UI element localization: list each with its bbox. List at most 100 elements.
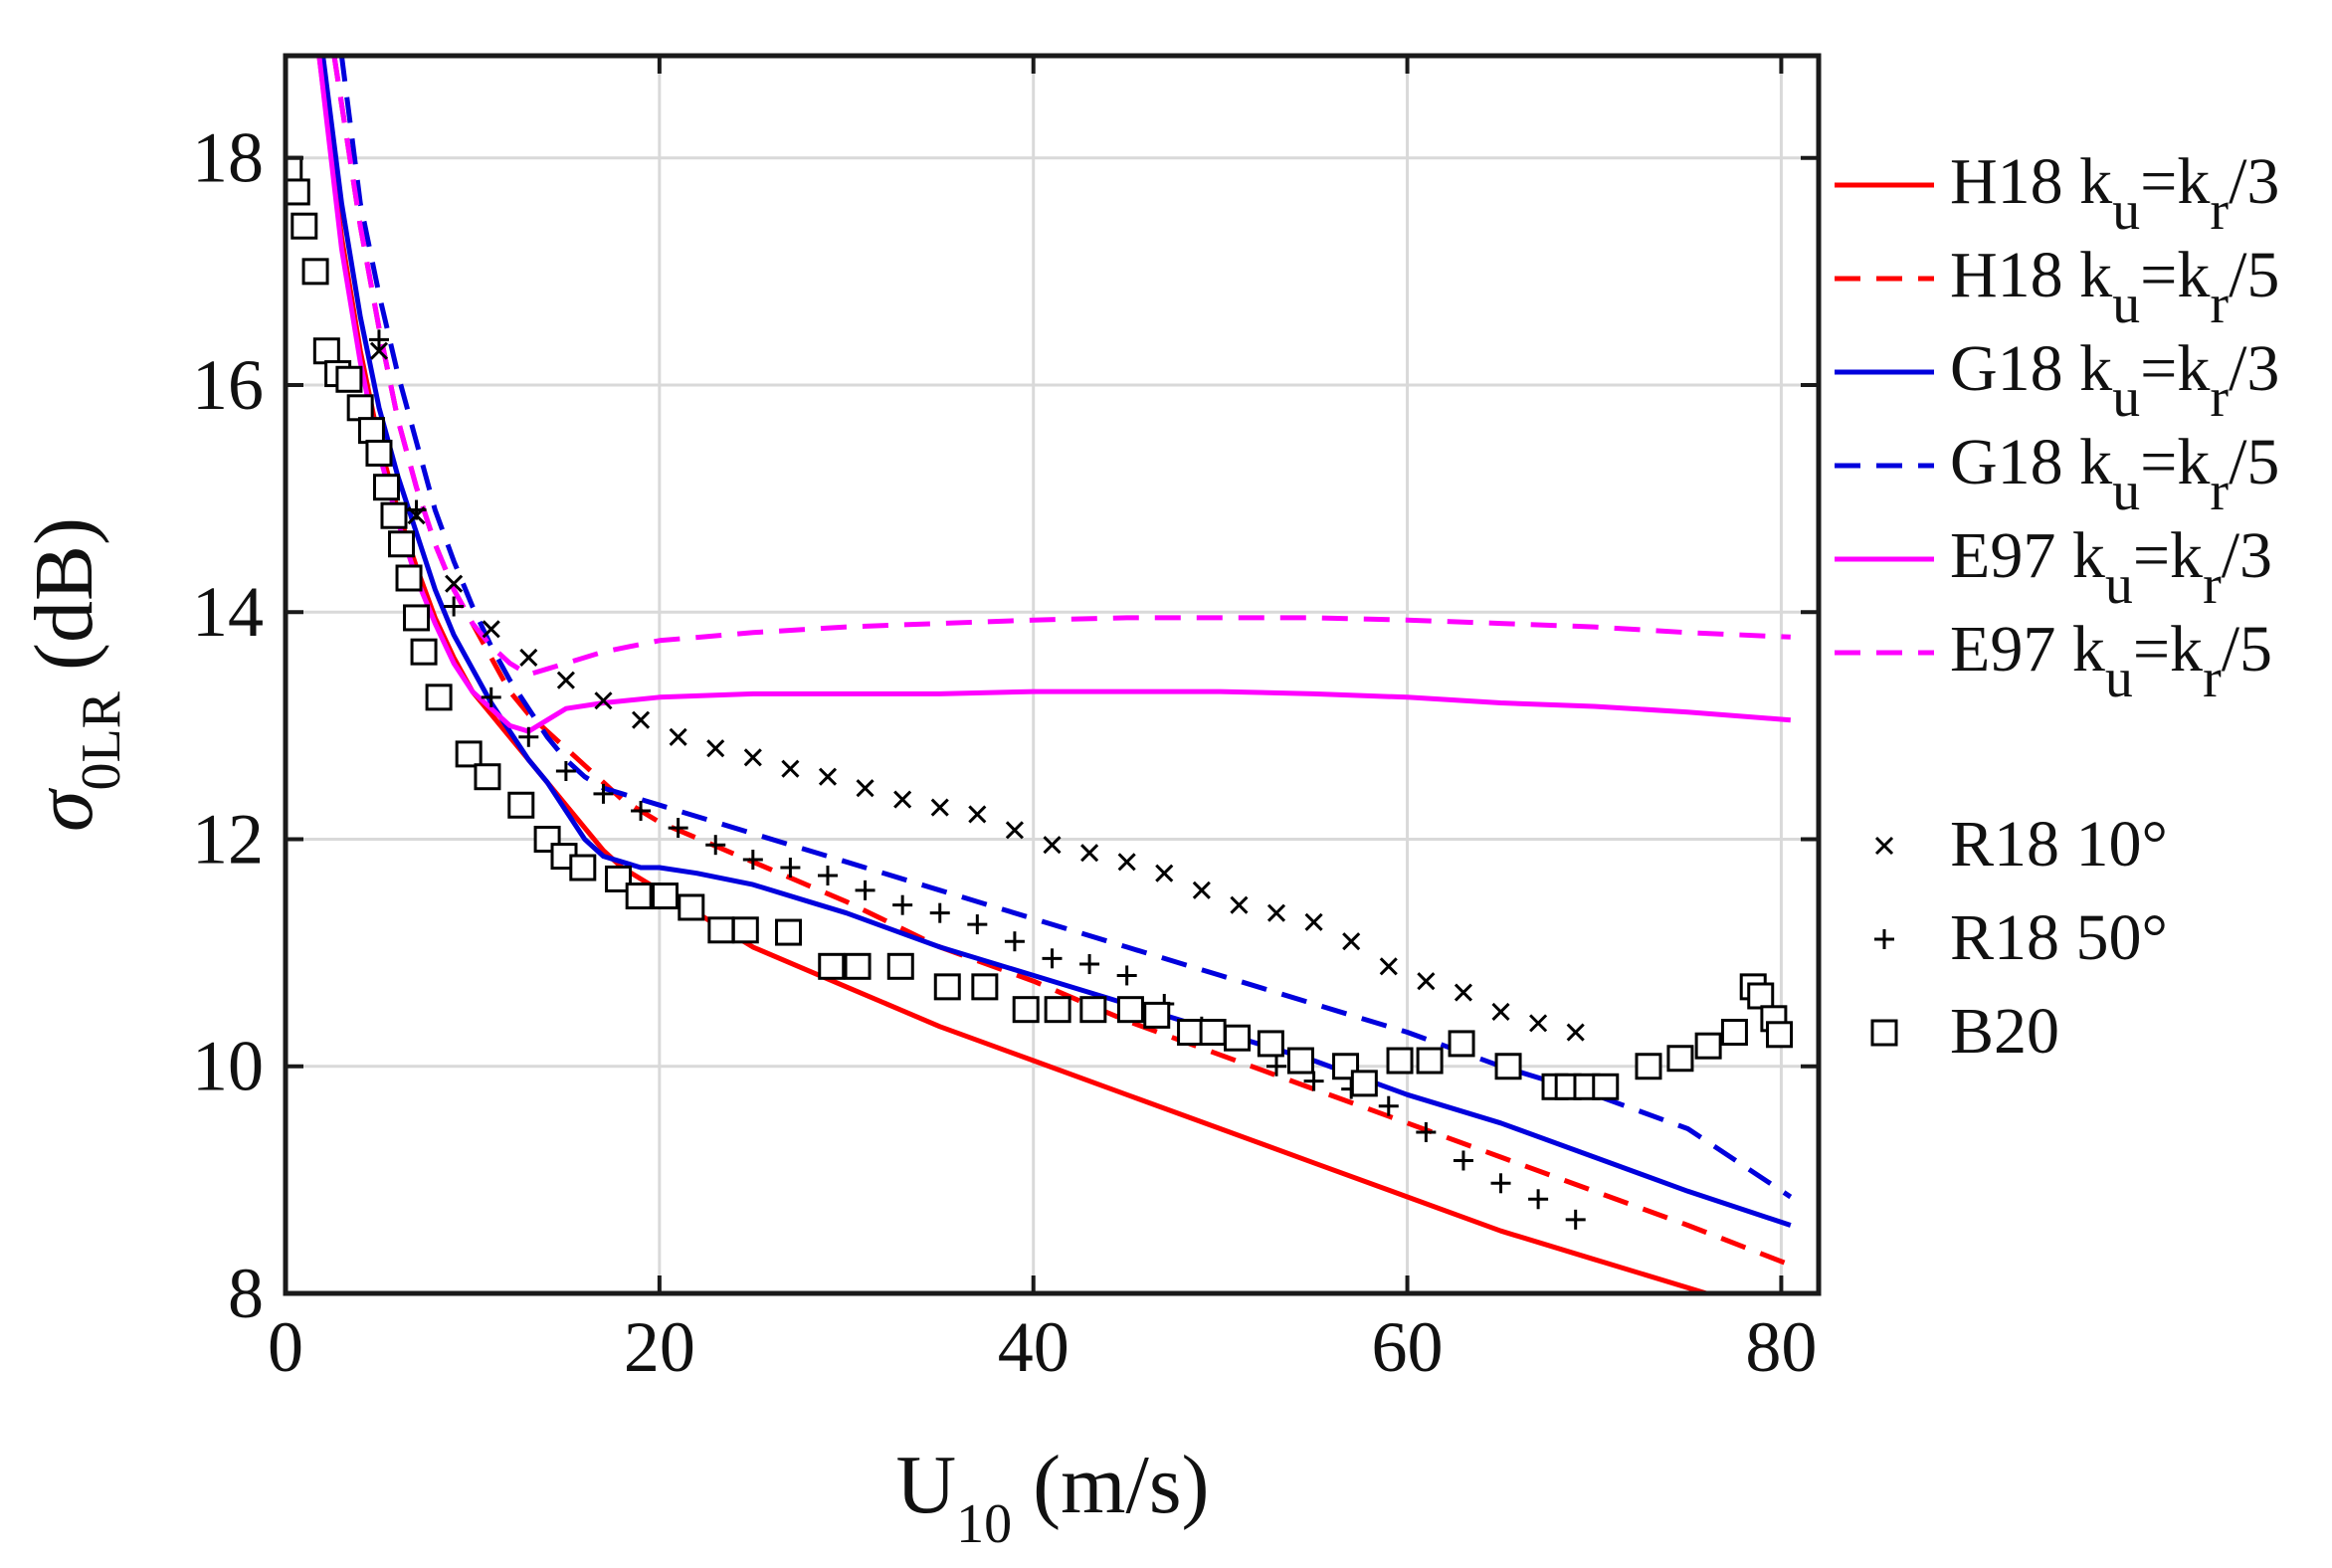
y-tick-label: 12 (192, 799, 264, 879)
marker-r18-10- (1043, 836, 1062, 855)
marker-r18-10- (743, 748, 762, 767)
marker-b20 (886, 952, 914, 980)
y-tick-label: 14 (192, 572, 264, 652)
marker-r18-50- (855, 880, 875, 900)
legend-entry: E97 ku=kr/3 (1835, 519, 2272, 616)
marker-b20 (1635, 1053, 1662, 1080)
marker-b20 (1224, 1024, 1252, 1052)
series-line-h18-ku-kr-3 (316, 56, 1715, 1293)
y-tick-label: 18 (192, 118, 264, 198)
marker-r18-10- (1117, 853, 1136, 872)
marker-b20 (335, 365, 363, 393)
marker-b20 (1177, 1019, 1205, 1047)
y-axis-title: σ0LR (dB) (18, 517, 132, 832)
data-series (316, 56, 1793, 1293)
marker-r18-50- (817, 866, 838, 886)
marker-b20 (357, 417, 385, 445)
marker-r18-10- (594, 691, 613, 710)
marker-r18-50- (929, 902, 950, 923)
marker-r18-10- (930, 798, 949, 817)
marker-r18-10- (482, 620, 500, 639)
marker-b20 (474, 763, 501, 791)
marker-r18-10- (669, 727, 687, 746)
marker-b20 (818, 952, 846, 980)
marker-b20 (1012, 996, 1040, 1024)
x-tick-label: 0 (268, 1307, 303, 1387)
marker-r18-10- (1417, 972, 1436, 991)
marker-b20 (605, 865, 633, 892)
marker-r18-50- (1490, 1173, 1511, 1194)
marker-b20 (569, 854, 597, 882)
marker-r18-50- (1266, 1056, 1287, 1077)
plot-frame (283, 53, 1822, 1296)
marker-b20 (291, 212, 318, 240)
marker-r18-50- (1416, 1121, 1437, 1142)
marker-b20 (1666, 1045, 1694, 1073)
x-tick-label: 60 (1372, 1307, 1444, 1387)
marker-b20 (731, 916, 759, 944)
legend-label: G18 ku=kr/5 (1950, 426, 2279, 522)
marker-r18-10- (1230, 895, 1249, 914)
marker-b20 (372, 474, 400, 501)
marker-b20 (971, 973, 999, 1001)
marker-b20 (1199, 1019, 1227, 1047)
y-tick-label: 8 (228, 1254, 264, 1333)
marker-r18-50- (1378, 1095, 1399, 1116)
marker-b20 (507, 791, 535, 819)
marker-r18-50- (1079, 954, 1100, 975)
legend-marker (1870, 1019, 1898, 1047)
legend-label: E97 ku=kr/5 (1950, 613, 2272, 709)
marker-r18-50- (892, 894, 913, 915)
marker-b20 (775, 918, 803, 946)
series-line-g18-ku-kr-5 (338, 56, 1793, 1200)
legend-entry: R18 50° (1874, 901, 2168, 974)
marker-b20 (365, 439, 393, 467)
marker-b20 (933, 973, 961, 1001)
marker-b20 (678, 893, 705, 921)
y-axis-title-subscript: 0LR (71, 690, 132, 790)
marker-b20 (1416, 1047, 1444, 1075)
marker-b20 (651, 882, 679, 910)
marker-r18-50- (1565, 1209, 1586, 1230)
legend-label: H18 ku=kr/5 (1950, 239, 2279, 335)
marker-b20 (455, 740, 483, 768)
marker-r18-50- (481, 686, 501, 707)
marker-r18-10- (893, 790, 912, 809)
marker-r18-50- (593, 783, 614, 804)
marker-b20 (1286, 1047, 1314, 1075)
marker-b20 (403, 604, 431, 632)
legend-label: H18 ku=kr/3 (1950, 145, 2279, 242)
marker-r18-10- (445, 574, 464, 593)
marker-r18-50- (444, 596, 465, 617)
x-tick-label: 40 (998, 1307, 1069, 1387)
data-markers (286, 155, 1794, 1230)
marker-b20 (844, 952, 872, 980)
marker-b20 (1747, 982, 1775, 1010)
legend-label: R18 10° (1950, 808, 2168, 881)
legend-entry: H18 ku=kr/5 (1835, 239, 2279, 335)
marker-b20 (1079, 996, 1107, 1024)
marker-r18-50- (742, 850, 763, 871)
marker-b20 (301, 258, 329, 286)
marker-r18-10- (856, 779, 874, 798)
marker-b20 (1257, 1030, 1284, 1058)
marker-r18-10- (556, 671, 575, 689)
marker-r18-10- (1080, 844, 1099, 863)
marker-r18-10- (1529, 1014, 1548, 1033)
marker-r18-10- (1155, 864, 1174, 882)
marker-r18-10- (781, 759, 800, 778)
marker-b20 (707, 916, 735, 944)
marker-r18-10- (1192, 881, 1211, 899)
axis-ticks (284, 56, 1819, 1295)
marker-b20 (346, 394, 374, 422)
legend-marker (1874, 929, 1894, 949)
y-axis-title-unit: (dB) (18, 517, 110, 691)
marker-r18-50- (555, 761, 576, 782)
y-tick-labels: 8 10 12 14 16 18 (192, 118, 264, 1333)
grid-lines (286, 56, 1819, 1293)
marker-b20 (1350, 1070, 1378, 1097)
marker-r18-10- (519, 648, 538, 667)
legend-entry: B20 (1870, 995, 2059, 1068)
marker-r18-10- (1304, 912, 1323, 931)
